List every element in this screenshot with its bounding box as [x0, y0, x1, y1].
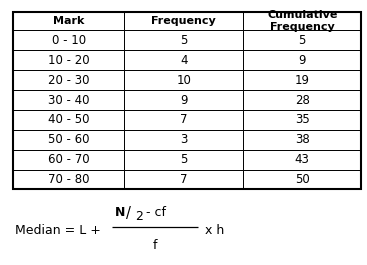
- Bar: [13, 50, 124, 70]
- Text: 7: 7: [180, 113, 188, 126]
- Text: 9: 9: [298, 54, 306, 67]
- Bar: [243, 70, 361, 90]
- Bar: [13, 30, 124, 50]
- Bar: [13, 12, 124, 30]
- Text: 50: 50: [295, 173, 310, 186]
- Bar: [13, 12, 361, 189]
- Bar: [243, 170, 361, 189]
- Bar: [243, 12, 361, 30]
- Bar: [13, 70, 124, 90]
- Bar: [124, 12, 243, 30]
- Bar: [124, 30, 243, 50]
- Bar: [243, 30, 361, 50]
- Text: 38: 38: [295, 133, 310, 146]
- Text: Median = L +: Median = L +: [15, 224, 105, 237]
- Text: 19: 19: [295, 74, 310, 87]
- Bar: [124, 110, 243, 130]
- Text: 28: 28: [295, 94, 310, 107]
- Text: 50 - 60: 50 - 60: [48, 133, 90, 146]
- Text: 9: 9: [180, 94, 188, 107]
- Bar: [13, 110, 124, 130]
- Bar: [124, 50, 243, 70]
- Text: 7: 7: [180, 173, 188, 186]
- Bar: [243, 150, 361, 170]
- Bar: [13, 90, 124, 110]
- Text: Cumulative
Frequency: Cumulative Frequency: [267, 10, 337, 32]
- Text: 30 - 40: 30 - 40: [48, 94, 90, 107]
- Text: 2: 2: [135, 210, 142, 223]
- Text: 20 - 30: 20 - 30: [48, 74, 90, 87]
- Text: 43: 43: [295, 153, 310, 166]
- Bar: [124, 170, 243, 189]
- Text: 60 - 70: 60 - 70: [48, 153, 90, 166]
- Text: - cf: - cf: [146, 206, 166, 219]
- Text: 10: 10: [176, 74, 191, 87]
- Bar: [124, 130, 243, 150]
- Bar: [243, 50, 361, 70]
- Bar: [124, 70, 243, 90]
- Text: Mark: Mark: [53, 16, 84, 26]
- Text: 5: 5: [180, 153, 188, 166]
- Text: /: /: [126, 206, 131, 221]
- Text: 5: 5: [180, 34, 188, 47]
- Text: f: f: [153, 238, 157, 252]
- Bar: [124, 150, 243, 170]
- Bar: [13, 170, 124, 189]
- Bar: [13, 130, 124, 150]
- Bar: [124, 90, 243, 110]
- Text: 35: 35: [295, 113, 310, 126]
- Bar: [243, 130, 361, 150]
- Text: x h: x h: [205, 224, 224, 237]
- Text: 10 - 20: 10 - 20: [48, 54, 90, 67]
- Text: N: N: [115, 206, 125, 219]
- Text: 40 - 50: 40 - 50: [48, 113, 90, 126]
- Bar: [243, 90, 361, 110]
- Text: Frequency: Frequency: [151, 16, 216, 26]
- Text: 4: 4: [180, 54, 188, 67]
- Text: 0 - 10: 0 - 10: [52, 34, 86, 47]
- Bar: [243, 110, 361, 130]
- Text: 3: 3: [180, 133, 188, 146]
- Text: 70 - 80: 70 - 80: [48, 173, 90, 186]
- Bar: [13, 150, 124, 170]
- Text: 5: 5: [298, 34, 306, 47]
